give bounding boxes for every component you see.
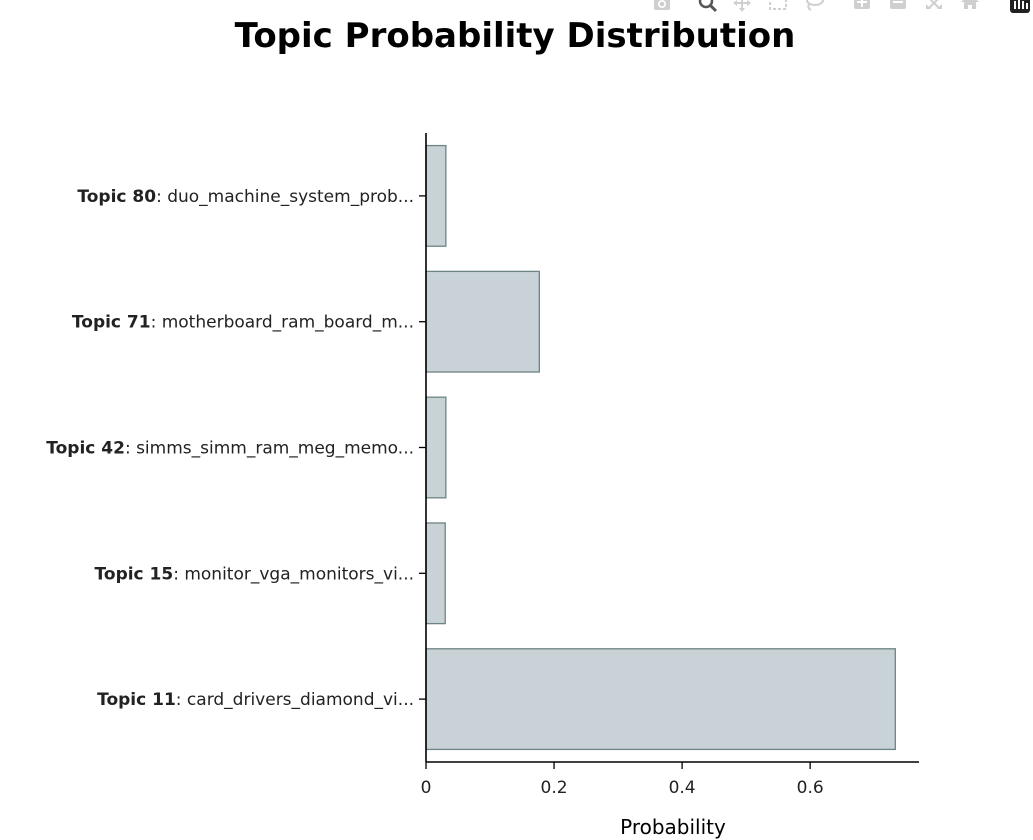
x-tick-label: 0 bbox=[421, 778, 432, 798]
bars-layer bbox=[425, 144, 896, 751]
bar-topic-42[interactable] bbox=[425, 396, 447, 499]
box-select-icon[interactable] bbox=[767, 0, 789, 14]
zoom-icon[interactable] bbox=[697, 0, 719, 14]
zoom-in-icon[interactable] bbox=[851, 0, 873, 14]
bar-topic-80[interactable] bbox=[425, 144, 447, 247]
y-tick-label-topic: Topic 71 bbox=[72, 313, 151, 333]
x-tick-label: 0.2 bbox=[541, 778, 568, 798]
lasso-select-icon[interactable] bbox=[803, 0, 825, 14]
y-tick-label: Topic 80: duo_machine_system_prob... bbox=[77, 187, 414, 207]
y-tick-label-topic: Topic 11 bbox=[97, 690, 176, 710]
y-tick-label-topic: Topic 80 bbox=[77, 187, 156, 207]
autoscale-icon[interactable] bbox=[923, 0, 945, 14]
x-axis-title: Probability bbox=[620, 815, 726, 839]
x-tick-label: 0.4 bbox=[669, 778, 696, 798]
bar-topic-71[interactable] bbox=[425, 270, 540, 373]
y-tick-label-topic: Topic 15 bbox=[95, 564, 174, 584]
reset-axes-icon[interactable] bbox=[959, 0, 981, 14]
y-tick-label-words: : duo_machine_system_prob... bbox=[156, 187, 414, 207]
y-tick-label-words: : monitor_vga_monitors_vi... bbox=[173, 564, 414, 584]
axes-layer: Topic 80: duo_machine_system_prob...Topi… bbox=[46, 133, 919, 798]
y-tick-label-words: : motherboard_ram_board_m... bbox=[151, 313, 414, 333]
bar-topic-11[interactable] bbox=[425, 648, 896, 751]
y-tick-label: Topic 42: simms_simm_ram_meg_memo... bbox=[46, 439, 414, 459]
y-tick-label-words: : card_drivers_diamond_vi... bbox=[176, 690, 414, 710]
y-tick-label: Topic 15: monitor_vga_monitors_vi... bbox=[95, 564, 414, 584]
chart-title: Topic Probability Distribution bbox=[234, 16, 796, 56]
x-tick-label: 0.6 bbox=[797, 778, 824, 798]
camera-icon[interactable] bbox=[651, 0, 673, 14]
y-tick-label-words: : simms_simm_ram_meg_memo... bbox=[125, 439, 414, 459]
y-tick-label-topic: Topic 42 bbox=[46, 439, 125, 459]
zoom-out-icon[interactable] bbox=[887, 0, 909, 14]
y-tick-label: Topic 11: card_drivers_diamond_vi... bbox=[97, 690, 414, 710]
bar-topic-15[interactable] bbox=[425, 522, 446, 625]
plotly-logo-icon[interactable] bbox=[1009, 0, 1031, 14]
pan-icon[interactable] bbox=[731, 0, 753, 14]
y-tick-label: Topic 71: motherboard_ram_board_m... bbox=[72, 313, 414, 333]
